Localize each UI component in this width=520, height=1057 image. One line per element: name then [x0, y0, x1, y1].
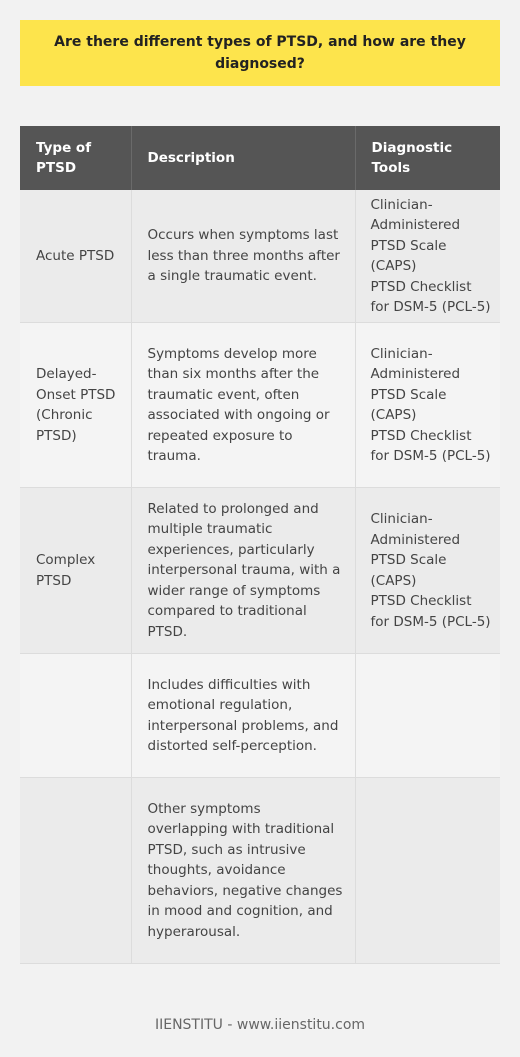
- cell-tools: [355, 777, 500, 964]
- cell-tools: Clinician-Administered PTSD Scale (CAPS)…: [355, 322, 500, 488]
- cell-description: Includes difficulties with emotional reg…: [131, 653, 356, 778]
- cell-type: Delayed-Onset PTSD (Chronic PTSD): [20, 322, 132, 488]
- cell-tools: [355, 653, 500, 778]
- cell-description: Related to prolonged and multiple trauma…: [131, 487, 356, 654]
- cell-tools: Clinician-Administered PTSD Scale (CAPS)…: [355, 190, 500, 323]
- tool-item: Clinician-Administered PTSD Scale (CAPS): [370, 511, 461, 589]
- tool-item: PTSD Checklist for DSM-5 (PCL-5): [370, 278, 491, 316]
- cell-description: Occurs when symptoms last less than thre…: [131, 190, 356, 323]
- cell-description: Symptoms develop more than six months af…: [131, 322, 356, 488]
- tool-item: Clinician-Administered PTSD Scale (CAPS): [370, 345, 461, 424]
- table-row: Acute PTSD Occurs when symptoms last les…: [20, 190, 500, 323]
- table-row: Includes difficulties with emotional reg…: [20, 653, 500, 778]
- ptsd-types-table: Type of PTSD Description Diagnostic Tool…: [20, 126, 500, 964]
- tool-item: PTSD Checklist for DSM-5 (PCL-5): [370, 427, 491, 465]
- header-diagnostic-tools: Diagnostic Tools: [355, 126, 500, 190]
- cell-tools: Clinician-Administered PTSD Scale (CAPS)…: [355, 487, 500, 654]
- cell-type: Acute PTSD: [20, 190, 132, 323]
- table-row: Complex PTSD Related to prolonged and mu…: [20, 487, 500, 654]
- cell-type: Complex PTSD: [20, 487, 132, 654]
- footer-credit: IIENSTITU - www.iienstitu.com: [154, 1017, 366, 1033]
- header-type: Type of PTSD: [20, 126, 132, 190]
- header-description: Description: [131, 126, 356, 190]
- table-header: Type of PTSD Description Diagnostic Tool…: [20, 126, 500, 190]
- cell-type: [20, 653, 132, 778]
- page-title: Are there different types of PTSD, and h…: [20, 20, 500, 86]
- cell-description: Other symptoms overlapping with traditio…: [131, 777, 356, 964]
- table-row: Other symptoms overlapping with traditio…: [20, 777, 500, 964]
- tool-item: PTSD Checklist for DSM-5 (PCL-5): [370, 593, 491, 630]
- tool-item: Clinician-Administered PTSD Scale (CAPS): [370, 196, 461, 275]
- cell-type: [20, 777, 132, 964]
- table-row: Delayed-Onset PTSD (Chronic PTSD) Sympto…: [20, 322, 500, 488]
